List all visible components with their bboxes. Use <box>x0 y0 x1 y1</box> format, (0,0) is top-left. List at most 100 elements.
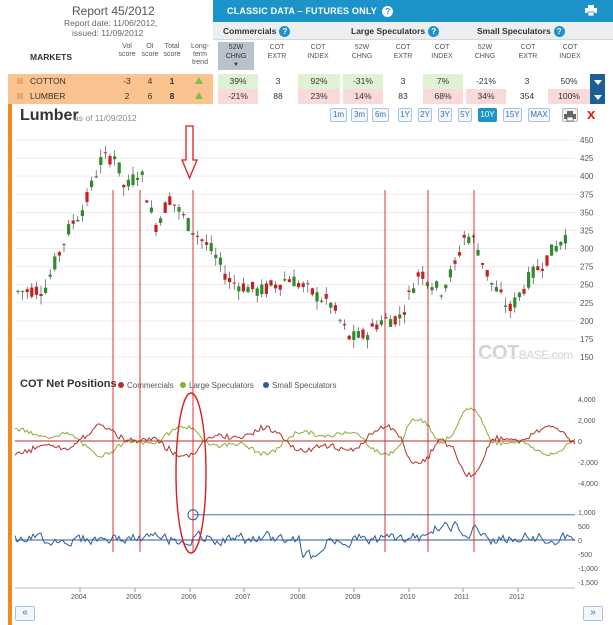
help-icon[interactable]: ? <box>279 26 291 38</box>
legend-commercials[interactable]: Commercials <box>118 381 174 390</box>
candle-body <box>218 257 222 265</box>
row-dropdown-button[interactable] <box>590 89 605 104</box>
price-tick-label: 375 <box>580 190 594 199</box>
candle-body <box>467 236 471 244</box>
market-name[interactable]: COTTON <box>30 76 66 86</box>
long-term-trend-header[interactable]: Long-term trend <box>186 43 214 67</box>
candle-body <box>71 220 75 224</box>
vol-score: -3 <box>123 76 131 86</box>
zoom-3y-button[interactable]: 3Y <box>438 108 452 122</box>
zoom-10y-button[interactable]: 10Y <box>478 108 497 122</box>
col-head-l1: COT <box>395 44 411 51</box>
candle-body <box>320 300 324 302</box>
candle-body <box>30 287 34 297</box>
candle-body <box>99 157 103 165</box>
candle-body <box>352 331 356 340</box>
candle-body <box>228 277 232 283</box>
legend-small-speculators[interactable]: Small Speculators <box>263 381 336 390</box>
zoom-2y-button[interactable]: 2Y <box>418 108 432 122</box>
table-row[interactable]: COTTON -3 4 1 39% 3 92% -31% 3 7% -21% 3… <box>0 74 613 89</box>
candle-body <box>559 241 563 246</box>
total-score-header-l2: score <box>163 51 181 58</box>
table-row[interactable]: LUMBER 2 6 8 -21% 88 23% 14% 83 68% 34% … <box>0 89 613 104</box>
col-head-l1: COT <box>310 44 326 51</box>
candle-body <box>264 283 268 294</box>
small-cot-index-header[interactable]: COT INDEX <box>552 42 588 70</box>
zoom-15y-button[interactable]: 15Y <box>503 108 522 122</box>
market-name[interactable]: LUMBER <box>30 91 66 101</box>
candle-body <box>375 324 379 330</box>
large-cot-extr-header[interactable]: COT EXTR <box>385 42 421 70</box>
comm-cot-extr-header[interactable]: COT EXTR <box>259 42 295 70</box>
close-chart-button[interactable]: x <box>587 106 596 123</box>
price-tick-label: 325 <box>580 226 594 235</box>
col-head-l1: COT <box>434 44 450 51</box>
zoom-1m-button[interactable]: 1m <box>330 108 347 122</box>
candle-body <box>527 272 531 288</box>
candle-body <box>172 204 176 206</box>
help-icon[interactable]: ? <box>428 26 440 38</box>
cot-tick-label: 4,000 <box>578 397 596 404</box>
candle-body <box>343 323 347 326</box>
zoom-6m-button[interactable]: 6m <box>372 108 389 122</box>
row-dropdown-button[interactable] <box>590 74 605 89</box>
candle-body <box>356 331 360 338</box>
next-market-button[interactable]: » <box>583 606 603 621</box>
oi-score: 6 <box>147 91 153 101</box>
candle-body <box>329 302 333 308</box>
candle-body <box>315 292 319 302</box>
candle-body <box>522 289 526 294</box>
total-score: 1 <box>169 76 175 86</box>
small-specs-tick-label: 1,000 <box>578 510 596 517</box>
legend-large-speculators[interactable]: Large Speculators <box>180 381 254 390</box>
print-icon[interactable] <box>585 5 597 16</box>
zoom-max-button[interactable]: MAX <box>528 108 550 122</box>
candle-body <box>499 289 503 293</box>
drag-handle-icon[interactable] <box>17 78 23 84</box>
previous-market-button[interactable]: « <box>15 606 35 621</box>
candle-body <box>182 214 186 216</box>
candle-body <box>251 281 255 289</box>
small-52w-chng-header[interactable]: 52W CHNG <box>467 42 503 70</box>
cot-tick-label: 2,000 <box>578 418 596 425</box>
candle-body <box>508 303 512 312</box>
candle-body <box>108 156 112 165</box>
candle-body <box>39 293 43 296</box>
zoom-5y-button[interactable]: 5Y <box>458 108 472 122</box>
row-market-section <box>8 74 213 89</box>
candle-body <box>504 305 508 307</box>
help-icon[interactable]: ? <box>382 6 394 18</box>
candle-body <box>416 272 420 277</box>
small-specs-tick-label: -500 <box>578 552 592 559</box>
col-head-l1: 52W <box>228 44 244 51</box>
candle-body <box>444 284 448 289</box>
candle-body <box>48 274 52 277</box>
large-52w-chng-header[interactable]: 52W CHNG <box>344 42 380 70</box>
zoom-1y-button[interactable]: 1Y <box>398 108 412 122</box>
candle-body <box>113 156 117 160</box>
candle-body <box>458 252 462 256</box>
candle-body <box>412 288 416 293</box>
report-issued-date: issued: 11/09/2012 <box>72 28 144 38</box>
oi-score-header[interactable]: OI score <box>139 43 161 59</box>
comm-cot-index-header[interactable]: COT INDEX <box>300 42 336 70</box>
drag-handle-icon[interactable] <box>17 93 23 99</box>
total-score-header-l1: Total <box>164 43 180 50</box>
col-head-l1: COT <box>562 44 578 51</box>
candle-body <box>550 244 554 256</box>
col-head-l2: INDEX <box>307 52 329 60</box>
zoom-3m-button[interactable]: 3m <box>351 108 368 122</box>
comm-52w-chng-header[interactable]: 52W CHNG ▼ <box>218 42 254 70</box>
small-cot-extr: 3 <box>506 74 548 89</box>
large-cot-index: 68% <box>423 89 463 104</box>
total-score-header[interactable]: Total score <box>160 43 184 59</box>
large-cot-index-header[interactable]: COT INDEX <box>424 42 460 70</box>
candle-body <box>214 254 218 258</box>
help-icon[interactable]: ? <box>553 26 565 38</box>
print-chart-button[interactable] <box>562 108 578 122</box>
vol-score-header[interactable]: Vol score <box>116 43 138 59</box>
cot-tick-label: -4,000 <box>578 481 598 488</box>
small-cot-extr-header[interactable]: COT EXTR <box>510 42 546 70</box>
candle-body <box>430 287 434 291</box>
